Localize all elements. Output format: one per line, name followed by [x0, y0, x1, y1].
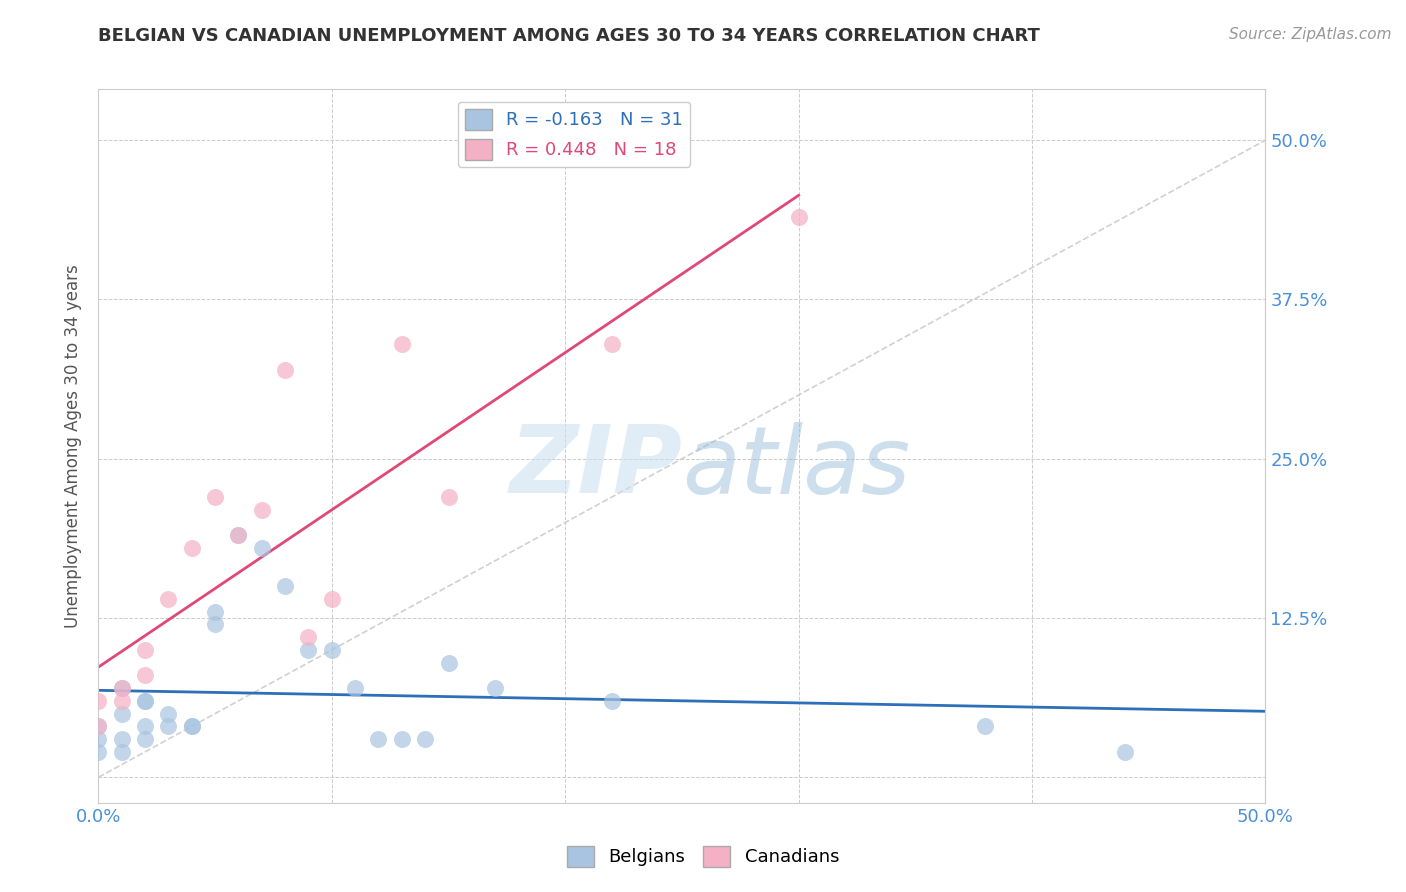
Point: [297, 630, 319, 644]
Point: [204, 490, 226, 504]
Point: [321, 591, 343, 606]
Point: [111, 732, 134, 747]
Point: [134, 694, 156, 708]
Point: [134, 668, 156, 682]
Point: [274, 579, 297, 593]
Point: [180, 541, 202, 555]
Point: [437, 490, 460, 504]
Point: [204, 617, 226, 632]
Point: [600, 694, 623, 708]
Point: [157, 706, 180, 721]
Point: [157, 719, 180, 733]
Point: [274, 362, 297, 376]
Point: [157, 591, 180, 606]
Point: [134, 719, 156, 733]
Text: BELGIAN VS CANADIAN UNEMPLOYMENT AMONG AGES 30 TO 34 YEARS CORRELATION CHART: BELGIAN VS CANADIAN UNEMPLOYMENT AMONG A…: [98, 27, 1040, 45]
Point: [600, 337, 623, 351]
Point: [228, 528, 250, 542]
Point: [391, 732, 413, 747]
Point: [111, 706, 134, 721]
Point: [87, 719, 110, 733]
Point: [87, 745, 110, 759]
Point: [111, 681, 134, 695]
Point: [228, 528, 250, 542]
Point: [111, 681, 134, 695]
Point: [391, 337, 413, 351]
Point: [87, 694, 110, 708]
Text: Source: ZipAtlas.com: Source: ZipAtlas.com: [1229, 27, 1392, 42]
Point: [367, 732, 389, 747]
Point: [250, 541, 273, 555]
Point: [134, 643, 156, 657]
Text: ZIP: ZIP: [509, 421, 682, 514]
Point: [250, 502, 273, 516]
Point: [87, 719, 110, 733]
Text: atlas: atlas: [682, 422, 910, 513]
Point: [297, 643, 319, 657]
Point: [484, 681, 506, 695]
Point: [413, 732, 436, 747]
Point: [787, 210, 810, 224]
Point: [1114, 745, 1136, 759]
Point: [111, 745, 134, 759]
Point: [180, 719, 202, 733]
Point: [974, 719, 997, 733]
Point: [321, 643, 343, 657]
Point: [180, 719, 202, 733]
Point: [344, 681, 367, 695]
Y-axis label: Unemployment Among Ages 30 to 34 years: Unemployment Among Ages 30 to 34 years: [65, 264, 83, 628]
Point: [87, 732, 110, 747]
Legend: R = -0.163   N = 31, R = 0.448   N = 18: R = -0.163 N = 31, R = 0.448 N = 18: [457, 102, 690, 167]
Point: [111, 694, 134, 708]
Legend: Belgians, Canadians: Belgians, Canadians: [560, 838, 846, 874]
Point: [437, 656, 460, 670]
Point: [134, 694, 156, 708]
Point: [204, 605, 226, 619]
Point: [134, 732, 156, 747]
